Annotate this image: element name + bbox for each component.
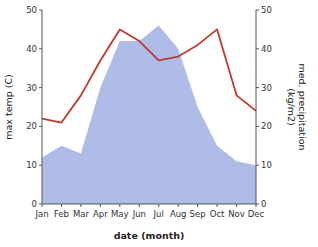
x-tick	[119, 204, 120, 207]
x-tick-label: Nov	[228, 209, 245, 219]
y-tick	[39, 165, 42, 166]
x-axis-line	[42, 204, 256, 205]
x-tick	[100, 204, 101, 207]
y2-tick-label: 20	[261, 121, 272, 131]
y-tick-label: 20	[26, 121, 37, 131]
x-tick	[236, 204, 237, 207]
x-tick-label: Jan	[34, 209, 48, 219]
x-tick-label: Feb	[54, 209, 69, 219]
y2-tick-label: 0	[261, 199, 266, 209]
y2-tick	[256, 48, 259, 49]
y2-tick-label: 40	[261, 44, 272, 54]
x-tick-label: May	[111, 209, 129, 219]
x-axis-label: date (month)	[114, 230, 185, 241]
y2-tick	[256, 204, 259, 205]
y-tick-label: 50	[26, 5, 37, 15]
x-tick-label: Jul	[153, 209, 164, 219]
x-tick-label: Mar	[73, 209, 90, 219]
x-tick	[61, 204, 62, 207]
y2-tick	[256, 126, 259, 127]
x-tick-label: Apr	[93, 209, 108, 219]
y-tick	[39, 126, 42, 127]
y-tick	[39, 87, 42, 88]
y-tick-label: 10	[26, 160, 37, 170]
y2-axis-label-line: med. precipitation	[297, 63, 308, 150]
x-tick	[80, 204, 81, 207]
y-tick-label: 40	[26, 44, 37, 54]
x-tick-label: Sep	[190, 209, 206, 219]
x-tick	[217, 204, 218, 207]
y2-tick	[256, 165, 259, 166]
y-tick-label: 30	[26, 83, 37, 93]
x-tick-label: Aug	[170, 209, 187, 219]
y2-tick-label: 50	[261, 5, 272, 15]
y-tick	[39, 48, 42, 49]
plot-area	[42, 26, 256, 204]
y-axis-label: max temp (C)	[3, 74, 14, 140]
chart: JanFebMarAprMayJunJulAugSepOctNovDec0102…	[0, 0, 318, 247]
y-axis-line	[42, 10, 43, 204]
x-tick	[139, 204, 140, 207]
y-tick	[39, 10, 42, 11]
y2-tick	[256, 10, 259, 11]
x-tick-label: Jun	[132, 209, 146, 219]
x-tick	[158, 204, 159, 207]
y2-tick	[256, 87, 259, 88]
y-tick-label: 0	[32, 199, 37, 209]
y-tick	[39, 204, 42, 205]
y2-tick-label: 30	[261, 83, 272, 93]
y2-axis-line	[256, 10, 257, 204]
x-tick	[178, 204, 179, 207]
x-tick-label: Dec	[248, 209, 265, 219]
temperature-line	[42, 29, 256, 122]
y2-axis-label: med. precipitation(kg/m2)	[286, 63, 308, 150]
x-tick-label: Oct	[210, 209, 225, 219]
x-tick	[197, 204, 198, 207]
y2-tick-label: 10	[261, 160, 272, 170]
y2-axis-label-line: (kg/m2)	[286, 88, 297, 125]
precipitation-area	[42, 26, 256, 204]
